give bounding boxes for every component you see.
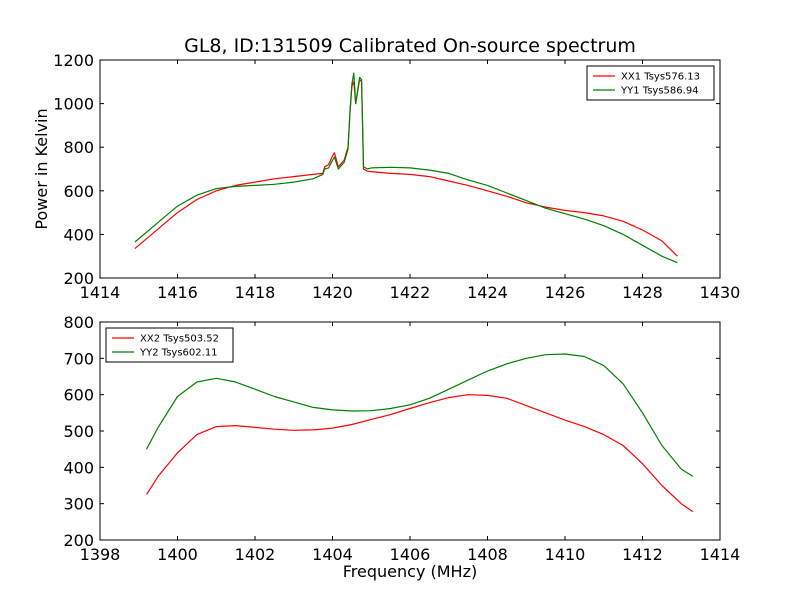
legend-label: YY2 Tsys602.11 [139, 348, 218, 359]
y-tick-label: 1200 [53, 51, 94, 70]
x-tick-label: 1422 [390, 283, 431, 302]
y-tick-label: 700 [63, 349, 94, 368]
y-tick-label: 1000 [53, 95, 94, 114]
y-tick-label: 600 [63, 386, 94, 405]
x-axis-label: Frequency (MHz) [343, 562, 477, 581]
x-tick-label: 1414 [700, 545, 741, 564]
legend-frame [586, 65, 715, 101]
panel-1: 1414 1416 1418 1420 1422 1424 1426 1428 1430 200 4… [53, 51, 740, 302]
x-tick-label: 1418 [235, 283, 276, 302]
y-tick-label: 800 [63, 313, 94, 332]
y-axis-label: Power in Kelvin [32, 108, 51, 229]
y-tick-label: 300 [63, 495, 94, 514]
x-tick-label: 1420 [312, 283, 353, 302]
x-tick-label: 1406 [390, 545, 431, 564]
chart-title: GL8, ID:131509 Calibrated On-source spec… [184, 35, 636, 57]
y-tick-label: 400 [63, 225, 94, 244]
y-tick-label: 500 [63, 422, 94, 441]
y-tick-label: 200 [63, 269, 94, 288]
y-tick-label: 800 [63, 138, 94, 157]
x-tick-label: 1412 [622, 545, 663, 564]
series-line-2 [145, 353, 694, 477]
series-line-1 [145, 394, 694, 513]
panel-2: 1398 1400 1402 1404 1406 1408 1410 1412 1414 200 3… [63, 313, 740, 564]
x-tick-label: 1424 [467, 283, 508, 302]
x-tick-label: 1430 [700, 283, 741, 302]
legend-label: XX1 Tsys576.13 [621, 72, 700, 83]
x-tick-label: 1410 [545, 545, 586, 564]
y-tick-label: 200 [63, 531, 94, 550]
series-line-2 [134, 72, 678, 264]
x-tick-label: 1398 [80, 545, 121, 564]
legend: XX1 Tsys576.13 YY1 Tsys586.94 [586, 65, 715, 101]
legend-label: XX2 Tsys503.52 [140, 334, 219, 345]
legend: XX2 Tsys503.52 YY2 Tsys602.11 [105, 327, 234, 363]
x-tick-label: 1426 [545, 283, 586, 302]
legend-label: YY1 Tsys586.94 [620, 86, 699, 97]
x-tick-label: 1428 [622, 283, 663, 302]
x-tick-label: 1414 [80, 283, 121, 302]
x-tick-label: 1402 [235, 545, 276, 564]
y-tick-label: 600 [63, 182, 94, 201]
x-tick-label: 1408 [467, 545, 508, 564]
legend-frame [105, 327, 234, 363]
y-tick-label: 400 [63, 458, 94, 477]
x-tick-label: 1416 [157, 283, 198, 302]
x-tick-label: 1400 [157, 545, 198, 564]
x-tick-label: 1404 [312, 545, 353, 564]
